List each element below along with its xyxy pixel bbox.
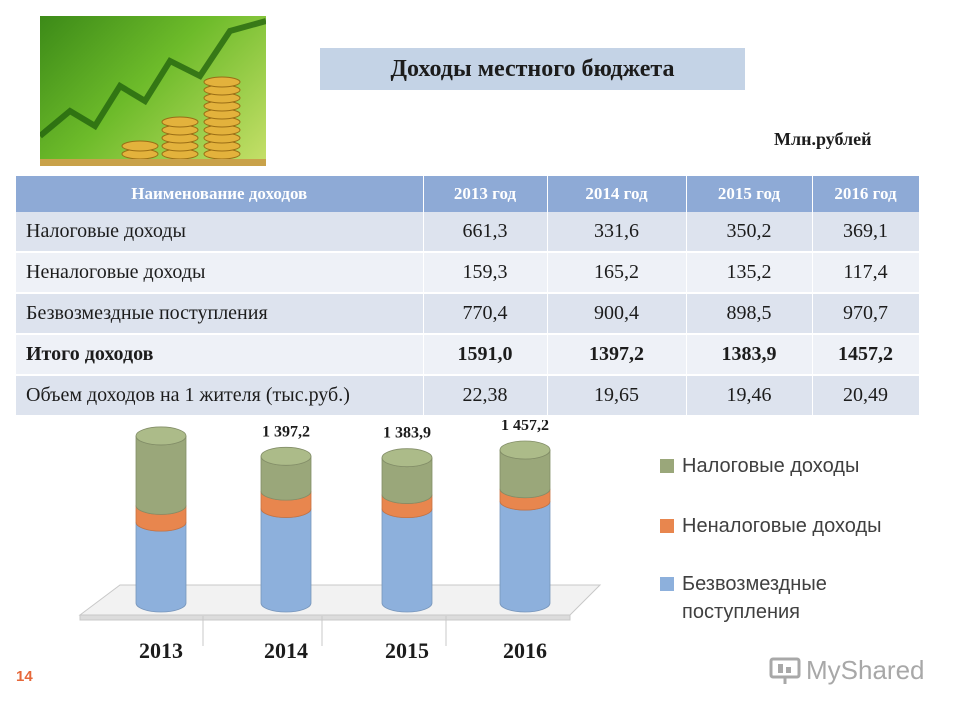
slide-title-box: Доходы местного бюджета xyxy=(320,48,745,90)
chart-floor-edge xyxy=(79,614,571,621)
table-cell: 1591,0 xyxy=(423,334,548,376)
watermark: MyShared xyxy=(768,655,925,686)
legend-label: Налоговые доходы xyxy=(682,455,860,477)
legend-swatch xyxy=(660,519,674,533)
table-row: Налоговые доходы 661,3 331,6 350,2 369,1 xyxy=(16,212,920,253)
presentation-icon xyxy=(769,657,801,684)
growth-coins-image xyxy=(40,16,266,166)
bar-2015-series-0 xyxy=(381,508,433,613)
legend-item: Неналоговые доходы xyxy=(660,512,922,540)
table-row: Объем доходов на 1 жителя (тыс.руб.) 22,… xyxy=(16,375,920,417)
revenue-table: Наименование доходов 2013 год 2014 год 2… xyxy=(16,176,920,417)
legend-label: Безвозмездные поступления xyxy=(682,573,827,623)
row-label: Итого доходов xyxy=(16,334,424,376)
table-cell: 19,65 xyxy=(547,375,687,417)
bar-top-2013 xyxy=(135,426,187,446)
table-cell: 1397,2 xyxy=(547,334,687,376)
category-label-2014: 2014 xyxy=(264,638,308,663)
table-cell: 1383,9 xyxy=(686,334,813,376)
table-cell: 1457,2 xyxy=(812,334,920,376)
bar-top-2014 xyxy=(260,446,312,466)
row-label: Неналоговые доходы xyxy=(16,252,424,294)
header-2013: 2013 год xyxy=(423,176,548,212)
watermark-text: MyShared xyxy=(806,655,925,685)
total-label-2014: 1 397,2 xyxy=(262,423,310,440)
table-cell: 135,2 xyxy=(686,252,813,294)
table-cell: 770,4 xyxy=(423,293,548,335)
table-cell: 117,4 xyxy=(812,252,920,294)
page-number: 14 xyxy=(16,668,33,685)
legend-swatch xyxy=(660,459,674,473)
header-2016: 2016 год xyxy=(812,176,920,212)
header-name: Наименование доходов xyxy=(16,176,424,212)
bar-2013-series-0 xyxy=(135,522,187,613)
category-label-2016: 2016 xyxy=(503,638,547,663)
row-label: Безвозмездные поступления xyxy=(16,293,424,335)
total-label-2016: 1 457,2 xyxy=(501,420,549,434)
legend-item: Налоговые доходы xyxy=(660,452,922,480)
table-cell: 661,3 xyxy=(423,212,548,253)
table-cell: 350,2 xyxy=(686,212,813,253)
table-cell: 159,3 xyxy=(423,252,548,294)
bar-top-2016 xyxy=(499,440,551,460)
table-cell: 20,49 xyxy=(812,375,920,417)
row-label: Налоговые доходы xyxy=(16,212,424,253)
category-label-2013: 2013 xyxy=(139,638,183,663)
row-label: Объем доходов на 1 жителя (тыс.руб.) xyxy=(16,375,424,417)
table-cell: 898,5 xyxy=(686,293,813,335)
table-cell: 369,1 xyxy=(812,212,920,253)
table-cell: 19,46 xyxy=(686,375,813,417)
table-row: Неналоговые доходы 159,3 165,2 135,2 117… xyxy=(16,252,920,294)
units-label: Млн.рублей xyxy=(774,129,872,149)
bar-2013-series-2 xyxy=(135,435,187,515)
legend-swatch xyxy=(660,577,674,591)
table-header-row: Наименование доходов 2013 год 2014 год 2… xyxy=(16,176,920,212)
header-2015: 2015 год xyxy=(686,176,813,212)
table-cell: 970,7 xyxy=(812,293,920,335)
bar-2014-series-0 xyxy=(260,508,312,613)
bar-top-2015 xyxy=(381,448,433,468)
legend-item: Безвозмездные поступления xyxy=(660,570,922,626)
table-cell: 22,38 xyxy=(423,375,548,417)
category-label-2015: 2015 xyxy=(385,638,429,663)
table-cell: 331,6 xyxy=(547,212,687,253)
legend-label: Неналоговые доходы xyxy=(682,515,882,537)
table-row: Безвозмездные поступления 770,4 900,4 89… xyxy=(16,293,920,335)
table-row-total: Итого доходов 1591,0 1397,2 1383,9 1457,… xyxy=(16,334,920,376)
bar-2016-series-0 xyxy=(499,501,551,613)
header-2014: 2014 год xyxy=(547,176,687,212)
total-label-2015: 1 383,9 xyxy=(383,425,431,442)
table-cell: 165,2 xyxy=(547,252,687,294)
table-cell: 900,4 xyxy=(547,293,687,335)
slide-title: Доходы местного бюджета xyxy=(390,55,675,82)
